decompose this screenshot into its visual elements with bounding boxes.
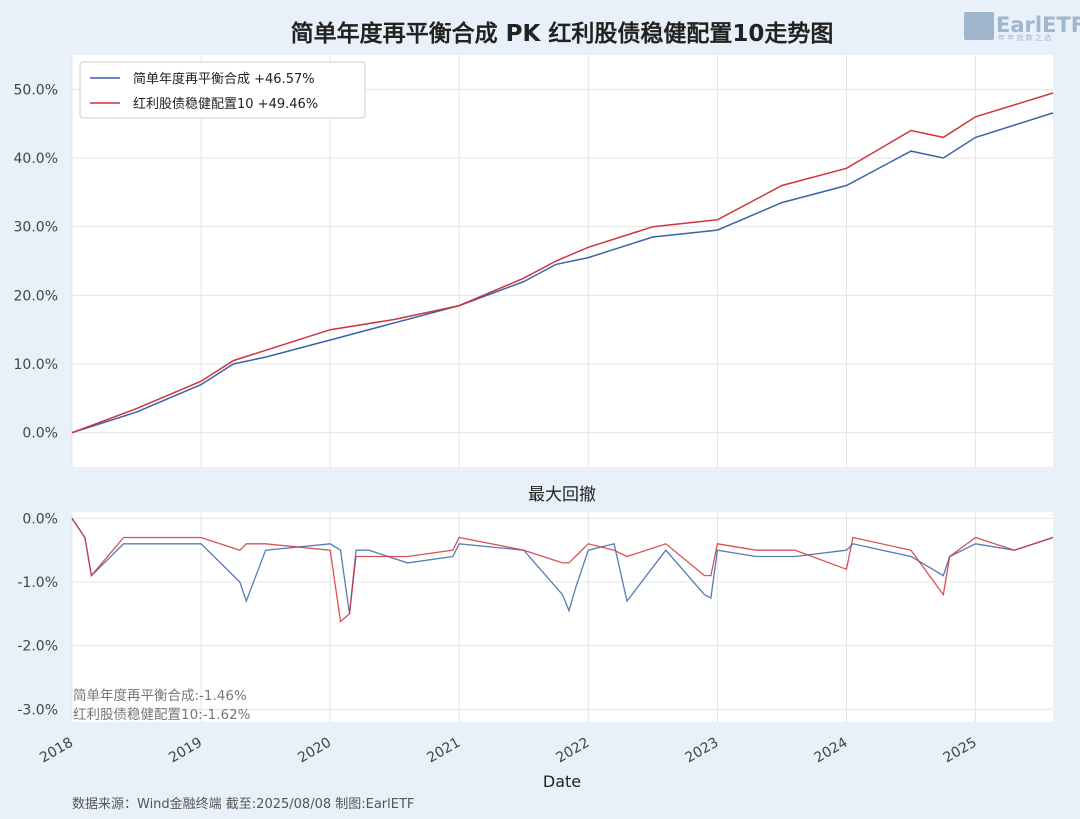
x-tick-label: 2020 (295, 735, 334, 767)
x-tick-label: 2024 (812, 735, 851, 767)
chart-title: 简单年度再平衡合成 PK 红利股债稳健配置10走势图 (291, 20, 834, 47)
drawdown-plot-area (72, 512, 1053, 722)
main-grid (71, 55, 1053, 467)
main-series-line-1 (71, 112, 1054, 434)
drawdown-series-line-1 (71, 518, 1054, 614)
legend: 简单年度再平衡合成 +46.57% 红利股债稳健配置10 +49.46% (79, 61, 366, 119)
legend-box (79, 61, 366, 119)
main-y-tick-label: 50.0% (14, 82, 58, 98)
main-y-tick-label: 10.0% (14, 357, 58, 373)
main-series-line-2 (71, 92, 1054, 434)
drawdown-note-series2: 红利股债稳健配置10:-1.62% (73, 707, 251, 723)
legend-label-series2: 红利股债稳健配置10 +49.46% (133, 96, 318, 112)
drawdown-grid (71, 512, 1053, 722)
drawdown-y-ticks: 0.0% -1.0% -2.0% -3.0% (17, 511, 58, 718)
drawdown-note-series1: 简单年度再平衡合成:-1.46% (73, 687, 247, 704)
logo-mark-icon (964, 12, 994, 40)
main-y-tick-label: 0.0% (22, 426, 58, 442)
x-axis-label: Date (543, 772, 581, 791)
drawdown-y-tick-label: -3.0% (17, 702, 58, 718)
main-plot-area (72, 55, 1053, 467)
main-y-tick-label: 20.0% (14, 288, 58, 304)
x-tick-label: 2025 (941, 735, 980, 767)
main-y-tick-label: 40.0% (14, 151, 58, 167)
logo-text: EarlETF (996, 13, 1080, 37)
drawdown-y-tick-label: 0.0% (22, 511, 58, 527)
drawdown-series-line-2 (71, 518, 1054, 623)
logo-subtext: 年 年 指 数 之 选 (998, 33, 1051, 42)
main-y-tick-label: 30.0% (14, 220, 58, 236)
x-tick-label: 2019 (166, 735, 205, 767)
x-tick-label: 2023 (683, 735, 722, 767)
x-tick-label: 2021 (424, 735, 463, 767)
x-tick-label: 2018 (37, 735, 76, 767)
drawdown-lines (71, 518, 1054, 623)
drawdown-y-tick-label: -1.0% (17, 575, 58, 591)
drawdown-title: 最大回撤 (528, 485, 596, 505)
x-ticks: 2018 2019 2020 2021 2022 2023 2024 2025 (37, 735, 979, 767)
drawdown-y-tick-label: -2.0% (17, 639, 58, 655)
main-lines (71, 92, 1054, 434)
earletf-logo: EarlETF 年 年 指 数 之 选 (964, 12, 1080, 42)
legend-label-series1: 简单年度再平衡合成 +46.57% (133, 71, 315, 87)
x-tick-label: 2022 (553, 735, 592, 767)
source-footer: 数据来源：Wind金融终端 截至:2025/08/08 制图:EarlETF (72, 796, 414, 812)
main-y-ticks: 0.0% 10.0% 20.0% 30.0% 40.0% 50.0% (14, 82, 58, 441)
